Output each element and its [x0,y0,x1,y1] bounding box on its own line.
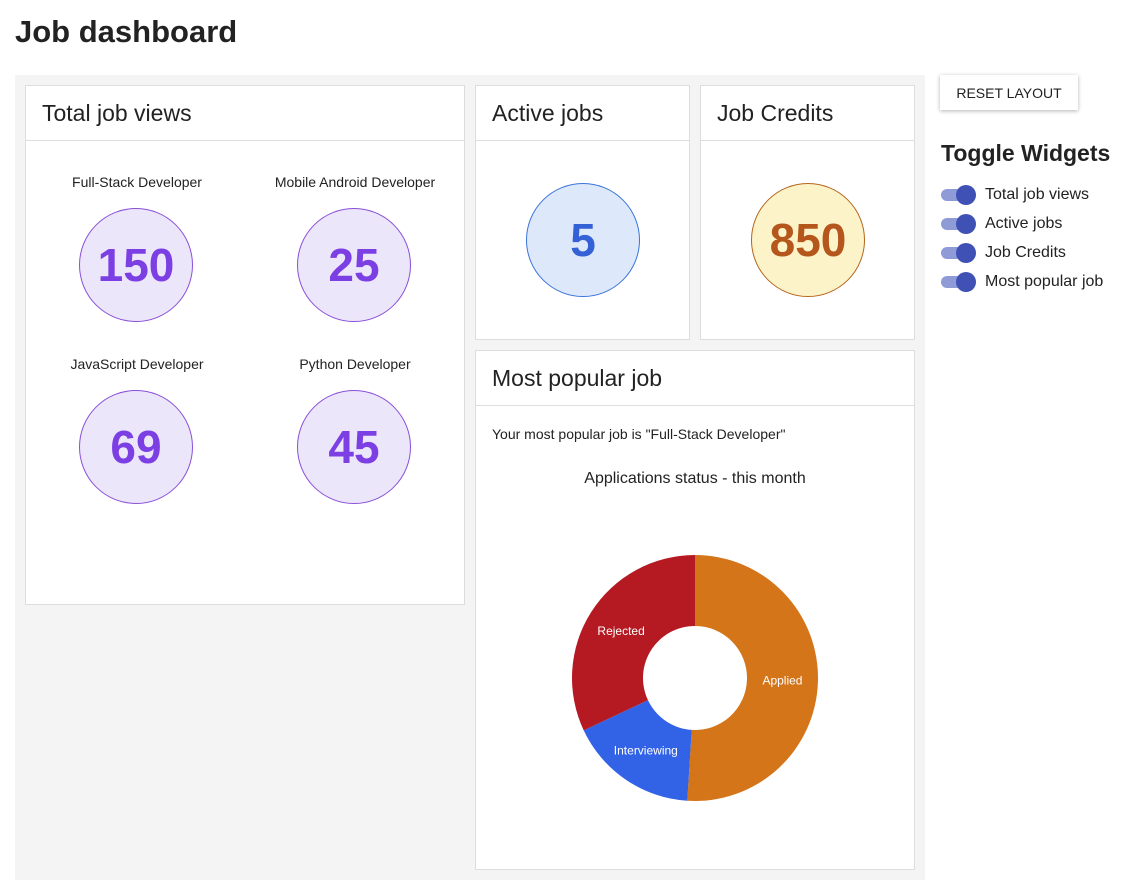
donut-slice [583,700,692,801]
chart-title: Applications status - this month [584,470,805,487]
job-views: 25 [297,208,411,322]
job-views: 69 [79,390,193,504]
reset-layout-button[interactable]: RESET LAYOUT [940,75,1078,110]
toggle-label: Total job views [985,186,1090,203]
toggle-knob [956,272,976,292]
toggle-label: Most popular job [985,273,1104,290]
toggle-knob [956,214,976,234]
job-name: Python Developer [299,356,411,372]
card-title: Job Credits [717,100,834,126]
card-total-views: Total job views Full-Stack Developer 150… [25,85,465,605]
credits-count: 850 [751,183,865,297]
page-title: Job dashboard [15,14,238,49]
widget-toggle[interactable]: Most popular job [940,271,1140,293]
card-job-credits: Job Credits 850 [700,85,915,340]
job-views: 150 [79,208,193,322]
active-count: 5 [526,183,640,297]
job-name: JavaScript Developer [70,356,204,372]
job-name: Mobile Android Developer [274,174,436,190]
donut-chart: Applications status - this month Applied… [572,470,819,801]
card-title: Active jobs [492,100,604,126]
widget-toggle[interactable]: Total job views [940,184,1140,206]
popular-text: Your most popular job is "Full-Stack Dev… [492,426,786,442]
toggle-knob [956,185,976,205]
donut-slice [687,555,819,801]
slice-label: Interviewing [614,743,678,757]
toggle-label: Active jobs [985,215,1063,232]
job-name: Full-Stack Developer [72,174,202,190]
widget-toggle[interactable]: Job Credits [940,242,1140,264]
card-title: Total job views [42,100,192,126]
card-most-popular: Most popular job Your most popular job i… [475,350,915,870]
donut-slice [572,555,695,731]
slice-label: Applied [762,674,802,688]
job-views: 45 [297,390,411,504]
widget-toggle[interactable]: Active jobs [940,213,1140,235]
slice-label: Rejected [597,624,644,638]
toggle-knob [956,243,976,263]
card-active-jobs: Active jobs 5 [475,85,690,340]
card-title: Most popular job [492,365,663,391]
toggle-label: Job Credits [985,244,1066,261]
sidebar-title: Toggle Widgets [941,140,1111,166]
